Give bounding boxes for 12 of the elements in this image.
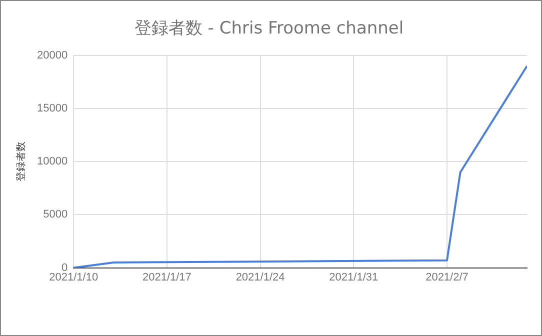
y-tick-label: 0 (61, 262, 68, 274)
x-tick-label: 2021/1/10 (49, 271, 98, 284)
x-tick-label: 2021/1/31 (329, 271, 378, 284)
y-axis-title: 登録者数 (14, 142, 27, 182)
x-tick-label: 2021/1/17 (142, 271, 192, 284)
y-tick-label: 15000 (36, 102, 68, 115)
chart-title: 登録者数 - Chris Froome channel (134, 18, 404, 39)
x-tick-label: 2021/1/24 (236, 271, 285, 284)
y-tick-label: 20000 (36, 49, 68, 62)
y-tick-label: 10000 (36, 156, 68, 168)
x-tick-label: 2021/2/7 (426, 271, 468, 284)
y-tick-label: 5000 (43, 208, 68, 221)
